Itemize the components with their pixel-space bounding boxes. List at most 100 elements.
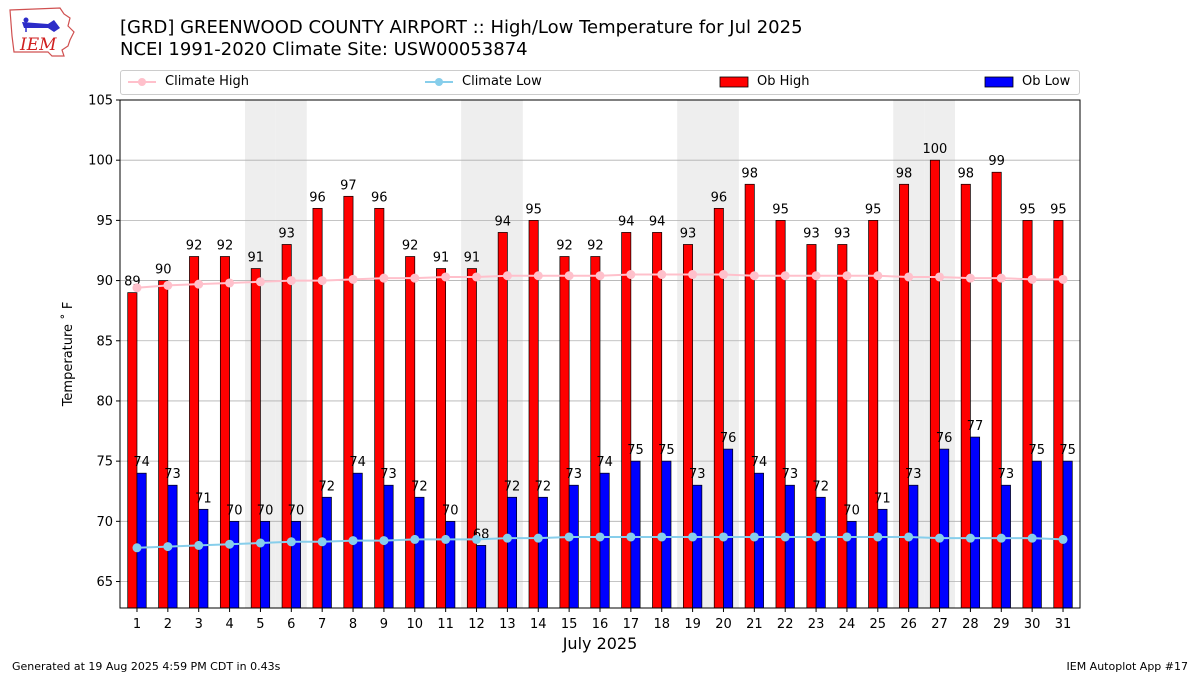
climate-low-point	[626, 532, 636, 542]
y-tick-label: 65	[96, 575, 113, 590]
ob-low-value-label: 72	[319, 479, 336, 494]
ob-low-bar	[445, 520, 456, 609]
climate-low-point	[842, 532, 852, 542]
x-tick-label: 6	[287, 617, 295, 632]
ob-low-bar	[877, 508, 888, 609]
y-tick-label: 80	[96, 394, 113, 409]
climate-high-point	[533, 271, 543, 281]
climate-high-point	[410, 273, 420, 283]
x-tick-label: 26	[900, 617, 917, 632]
ob-low-value-label: 70	[257, 503, 274, 518]
x-tick-label: 17	[623, 617, 640, 632]
y-tick-label: 100	[88, 154, 113, 169]
x-tick-label: 1	[133, 617, 141, 632]
ob-low-value-label: 77	[967, 419, 984, 434]
ob-low-bar	[321, 496, 332, 609]
climate-low-point	[348, 536, 358, 546]
climate-high-point	[132, 283, 142, 293]
ob-high-value-label: 91	[433, 251, 450, 266]
ob-low-bar	[476, 545, 487, 609]
ob-low-value-label: 74	[133, 455, 150, 470]
ob-high-value-label: 95	[1019, 202, 1036, 217]
x-tick-label: 31	[1055, 617, 1072, 632]
ob-high-bar	[158, 280, 169, 609]
title-line-2: NCEI 1991-2020 Climate Site: USW00053874	[120, 39, 528, 60]
ob-low-value-label: 73	[689, 467, 706, 482]
climate-high-point	[317, 276, 327, 286]
ob-high-value-label: 96	[371, 190, 388, 205]
ob-high-value-label: 92	[402, 238, 419, 253]
x-tick-label: 24	[839, 617, 856, 632]
ob-low-value-label: 70	[442, 503, 459, 518]
ob-high-value-label: 100	[923, 142, 948, 157]
ob-low-value-label: 72	[504, 479, 521, 494]
ob-low-value-label: 72	[535, 479, 552, 494]
ob-low-bar	[908, 484, 919, 609]
x-tick-label: 21	[746, 617, 763, 632]
climate-high-point	[286, 276, 296, 286]
ob-high-value-label: 91	[248, 251, 265, 266]
climate-low-point	[965, 533, 975, 543]
x-tick-label: 9	[380, 617, 388, 632]
climate-high-line-icon	[128, 77, 156, 86]
ob-high-value-label: 92	[556, 238, 573, 253]
climate-high-point	[194, 279, 204, 289]
ob-high-bar	[713, 207, 724, 609]
ob-high-bar	[405, 256, 416, 609]
ob-low-bar	[198, 508, 209, 609]
ob-low-bar	[970, 436, 981, 609]
legend-item-climate-high: Climate High	[127, 74, 249, 89]
ob-high-bar	[652, 232, 663, 609]
x-tick-label: 22	[777, 617, 794, 632]
x-tick-label: 3	[195, 617, 203, 632]
climate-high-point	[441, 272, 451, 282]
climate-high-point	[225, 278, 235, 288]
ob-high-value-label: 98	[896, 166, 913, 181]
ob-high-bar	[281, 244, 292, 609]
climate-high-point	[904, 272, 914, 282]
y-axis-label: Temperature ˚ F	[60, 302, 76, 408]
ob-low-bar	[784, 484, 795, 609]
climate-high-point	[688, 270, 698, 280]
ob-low-bar	[1000, 484, 1011, 609]
ob-high-bar	[497, 232, 508, 609]
x-tick-label: 20	[715, 617, 732, 632]
x-axis-label: July 2025	[562, 634, 638, 653]
ob-high-value-label: 90	[155, 263, 172, 278]
climate-high-point	[1027, 274, 1037, 284]
climate-high-point	[718, 270, 728, 280]
y-tick-label: 105	[88, 94, 113, 109]
ob-low-swatch-icon	[984, 76, 1014, 87]
x-tick-label: 8	[349, 617, 357, 632]
ob-high-value-label: 93	[834, 226, 851, 241]
ob-high-swatch-icon	[719, 76, 749, 87]
x-tick-label: 15	[561, 617, 578, 632]
x-tick-label: 11	[437, 617, 454, 632]
title-line-1: [GRD] GREENWOOD COUNTY AIRPORT :: High/L…	[120, 17, 803, 38]
ob-high-value-label: 97	[340, 178, 357, 193]
ob-high-bar	[960, 183, 971, 609]
climate-high-point	[502, 271, 512, 281]
ob-low-bar	[136, 472, 147, 609]
ob-high-bar	[250, 268, 261, 609]
ob-low-value-label: 76	[720, 431, 737, 446]
legend-item-climate-low: Climate Low	[424, 74, 542, 89]
climate-high-point	[472, 272, 482, 282]
climate-low-point	[935, 533, 945, 543]
climate-high-point	[626, 270, 636, 280]
climate-high-point	[1058, 274, 1068, 284]
ob-high-bar	[312, 207, 323, 609]
ob-low-bar	[414, 496, 425, 609]
x-tick-label: 23	[808, 617, 825, 632]
climate-high-point	[811, 271, 821, 281]
ob-high-bar	[343, 195, 354, 609]
y-tick-label: 95	[96, 214, 113, 229]
climate-high-point	[379, 273, 389, 283]
climate-low-point	[688, 532, 698, 542]
climate-high-point	[873, 271, 883, 281]
climate-low-point	[502, 533, 512, 543]
climate-low-point	[286, 537, 296, 547]
ob-high-value-label: 94	[494, 214, 511, 229]
legend-label-climate-high: Climate High	[165, 74, 250, 89]
